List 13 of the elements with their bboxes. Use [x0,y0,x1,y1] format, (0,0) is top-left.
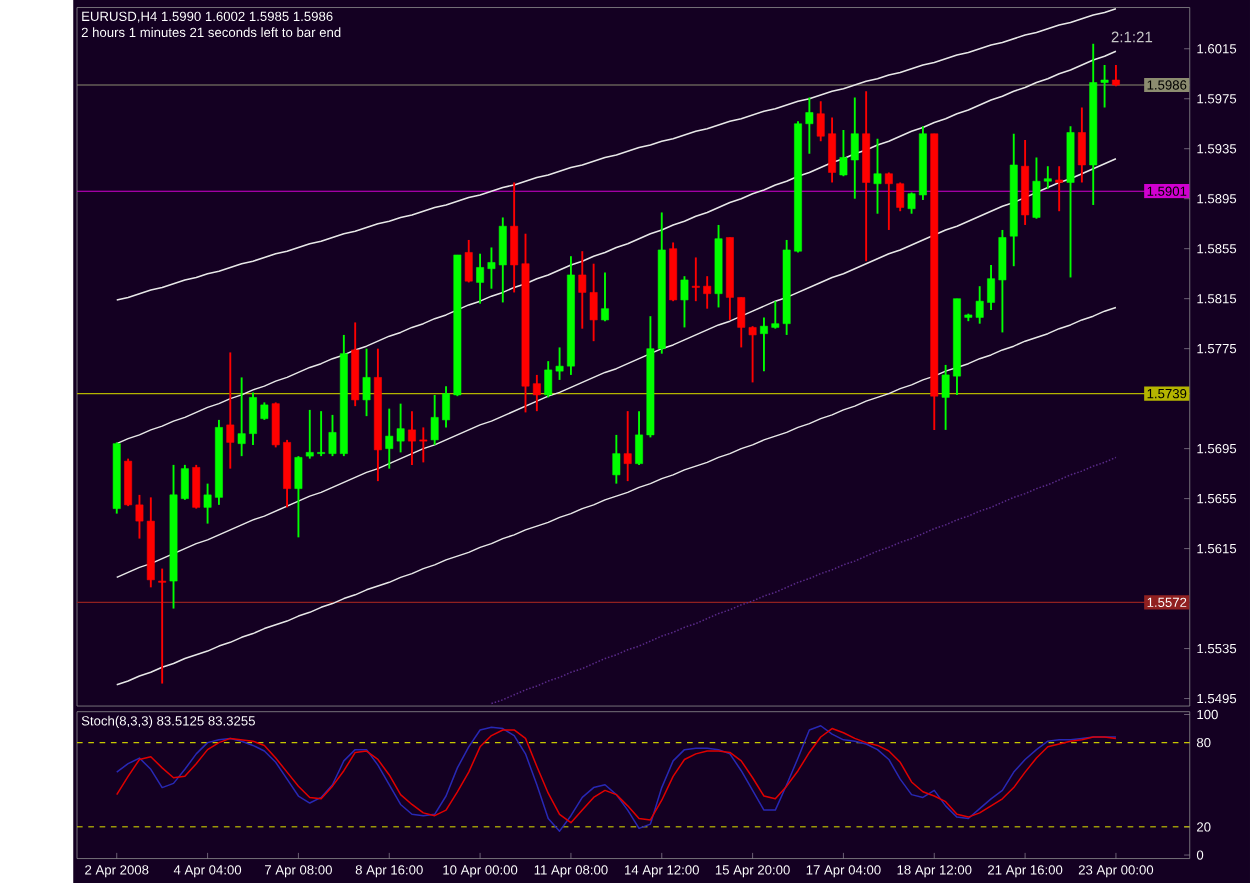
candlestick [362,348,371,418]
candlestick [1077,107,1086,184]
candlestick [294,455,303,539]
candlestick [464,239,473,284]
candlestick [1055,165,1064,213]
candlestick [612,434,621,486]
candlestick [873,138,882,216]
candlestick [192,464,201,511]
candlestick [680,275,689,329]
candlestick [158,568,167,685]
candlestick [601,271,609,323]
candlestick [226,351,235,471]
candlestick [623,410,632,483]
